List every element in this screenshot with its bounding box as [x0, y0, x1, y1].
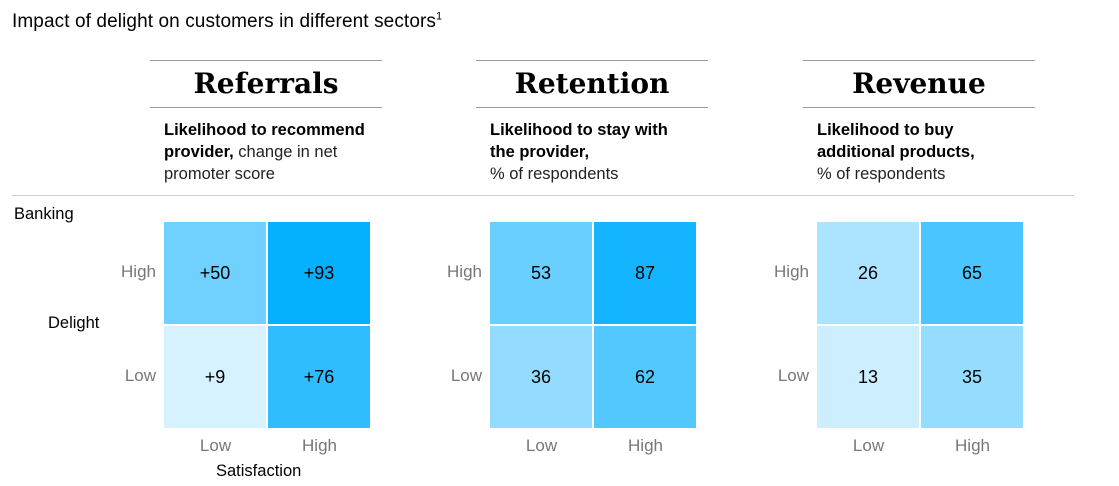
x-tick-revenue-high: High — [955, 436, 990, 455]
y-tick-retention-low: Low — [450, 366, 482, 385]
x-tick-revenue-low: Low — [852, 436, 885, 455]
y-tick-revenue-high: High — [774, 262, 809, 281]
heatmap-cell-revenue-high-delight-low-satisfaction: 26 — [817, 222, 919, 324]
x-tick-referrals-low: Low — [199, 436, 232, 455]
panel-title-referrals: Referrals — [150, 60, 382, 108]
heatmap-cell-revenue-low-delight-high-satisfaction: 35 — [921, 326, 1023, 428]
heatmap-cell-referrals-high-delight-high-satisfaction: +93 — [268, 222, 370, 324]
heatmap-cell-revenue-high-delight-high-satisfaction: 65 — [921, 222, 1023, 324]
heatmap-cell-referrals-low-delight-low-satisfaction: +9 — [164, 326, 266, 428]
heatmap-cell-retention-high-delight-low-satisfaction: 53 — [490, 222, 592, 324]
sector-label: Banking — [14, 205, 74, 223]
heatmap-cell-retention-high-delight-high-satisfaction: 87 — [594, 222, 696, 324]
heatmap-cell-referrals-high-delight-low-satisfaction: +50 — [164, 222, 266, 324]
y-axis-label: Delight — [48, 314, 100, 332]
heatmap-cell-referrals-low-delight-high-satisfaction: +76 — [268, 326, 370, 428]
x-tick-retention-low: Low — [525, 436, 558, 455]
panel-title-revenue: Revenue — [803, 60, 1035, 108]
heatmap-cell-retention-low-delight-high-satisfaction: 62 — [594, 326, 696, 428]
panel-title-retention: Retention — [476, 60, 708, 108]
header-divider — [12, 195, 1074, 196]
x-tick-referrals-high: High — [302, 436, 337, 455]
chart-title: Impact of delight on customers in differ… — [12, 10, 443, 32]
y-tick-referrals-low: Low — [124, 366, 156, 385]
panel-description-referrals: Likelihood to recommend provider, change… — [164, 121, 365, 183]
x-tick-retention-high: High — [628, 436, 663, 455]
panel-description-retention: Likelihood to stay with the provider, % … — [490, 121, 668, 183]
y-tick-retention-high: High — [447, 262, 482, 281]
panel-description-revenue: Likelihood to buy additional products, %… — [817, 121, 975, 183]
heatmap-cell-revenue-low-delight-low-satisfaction: 13 — [817, 326, 919, 428]
title-footnote: 1 — [436, 10, 443, 23]
heatmap-cell-retention-low-delight-low-satisfaction: 36 — [490, 326, 592, 428]
y-tick-referrals-high: High — [121, 262, 156, 281]
y-tick-revenue-low: Low — [777, 366, 809, 385]
x-axis-label: Satisfaction — [216, 462, 302, 480]
